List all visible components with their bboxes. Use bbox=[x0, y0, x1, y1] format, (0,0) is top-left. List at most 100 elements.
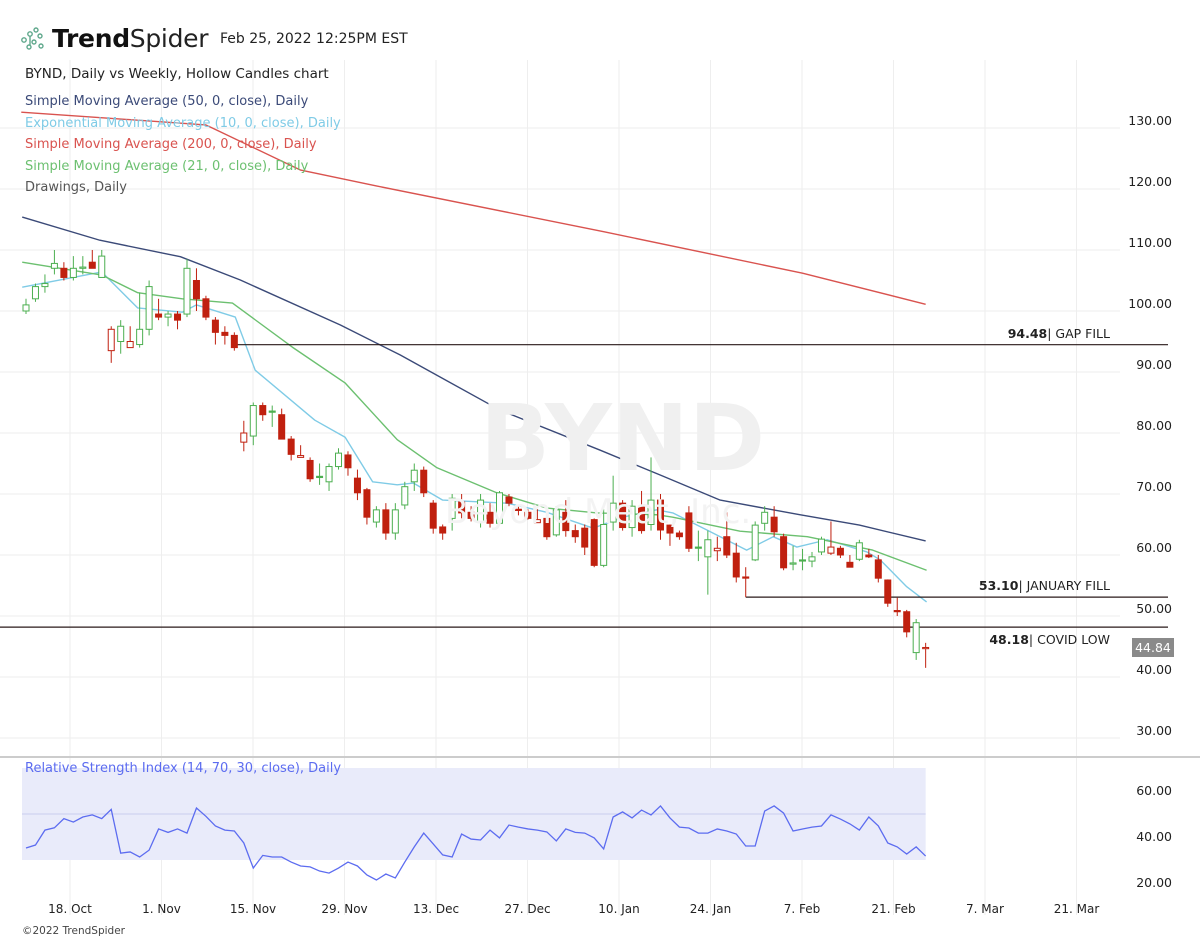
candle-body bbox=[287, 438, 295, 455]
candle-body bbox=[458, 501, 466, 514]
rsi-tick-label: 40.00 bbox=[1136, 829, 1172, 844]
candle-body bbox=[155, 313, 163, 318]
price-tick-label: 30.00 bbox=[1136, 723, 1172, 738]
candle-body bbox=[694, 546, 702, 549]
candle-body bbox=[136, 328, 144, 346]
last-price-tag: 44.84 bbox=[1132, 638, 1174, 657]
brand-bold: Trend bbox=[52, 24, 130, 53]
candle bbox=[467, 506, 475, 522]
candle bbox=[50, 250, 58, 275]
candle bbox=[817, 536, 825, 555]
date-tick-label: 7. Feb bbox=[784, 902, 821, 916]
candle-body bbox=[420, 469, 428, 494]
candle-body bbox=[467, 511, 475, 519]
candle-body bbox=[922, 646, 930, 650]
candle-body bbox=[723, 536, 731, 556]
candle bbox=[552, 506, 560, 537]
legend-sma21[interactable]: Simple Moving Average (21, 0, close), Da… bbox=[25, 159, 309, 174]
candle bbox=[202, 295, 210, 321]
date-tick-label: 27. Dec bbox=[504, 902, 550, 916]
candle-body bbox=[31, 286, 39, 300]
candle bbox=[372, 506, 380, 528]
price-tick-label: 130.00 bbox=[1128, 113, 1172, 128]
candle bbox=[713, 536, 721, 562]
candle-body bbox=[524, 511, 532, 519]
candle-body bbox=[69, 267, 77, 278]
timestamp: Feb 25, 2022 12:25PM EST bbox=[220, 31, 408, 47]
candle bbox=[827, 521, 835, 555]
candle bbox=[69, 256, 77, 281]
candle bbox=[647, 457, 655, 531]
legend-sma50[interactable]: Simple Moving Average (50, 0, close), Da… bbox=[25, 94, 309, 109]
level-label-january-fill: 53.10| JANUARY FILL bbox=[978, 578, 1110, 593]
candle bbox=[855, 539, 863, 562]
candle bbox=[666, 524, 674, 546]
candle bbox=[22, 298, 30, 315]
candle bbox=[297, 445, 305, 458]
spider-logo-icon bbox=[21, 26, 44, 50]
candle-body bbox=[742, 576, 750, 579]
candle bbox=[780, 533, 788, 571]
candle bbox=[126, 326, 134, 349]
candle-body bbox=[562, 511, 570, 532]
price-tick-label: 60.00 bbox=[1136, 540, 1172, 555]
candle-body bbox=[496, 492, 503, 524]
candle-body bbox=[249, 405, 257, 437]
candle-body bbox=[761, 511, 769, 524]
candle-body bbox=[638, 505, 646, 532]
candle bbox=[903, 609, 911, 638]
candle bbox=[183, 259, 191, 318]
price-tick-label: 120.00 bbox=[1128, 174, 1172, 189]
level-label-gap-fill: 94.48| GAP FILL bbox=[1007, 326, 1110, 341]
date-tick-label: 24. Jan bbox=[690, 902, 731, 916]
legend-sma200[interactable]: Simple Moving Average (200, 0, close), D… bbox=[25, 137, 317, 152]
candle-body bbox=[836, 547, 844, 556]
candle bbox=[221, 326, 229, 345]
candle bbox=[325, 463, 333, 491]
candle bbox=[306, 457, 314, 482]
candle bbox=[581, 524, 589, 555]
rsi-label[interactable]: Relative Strength Index (14, 70, 30, clo… bbox=[25, 761, 342, 776]
price-tick-label: 50.00 bbox=[1136, 601, 1172, 616]
candle-body bbox=[874, 559, 882, 579]
candle-body bbox=[278, 414, 286, 440]
candle bbox=[836, 545, 844, 559]
candle-body bbox=[666, 524, 674, 534]
candle-body bbox=[183, 267, 191, 315]
candle bbox=[344, 451, 352, 476]
date-tick-label: 21. Mar bbox=[1054, 902, 1100, 916]
candle-body bbox=[372, 509, 380, 523]
candle bbox=[628, 500, 636, 537]
candle bbox=[808, 551, 816, 568]
date-tick-label: 15. Nov bbox=[230, 902, 276, 916]
copyright: ©2022 TrendSpider bbox=[22, 925, 125, 937]
candle bbox=[410, 463, 418, 491]
legend-ema10[interactable]: Exponential Moving Average (10, 0, close… bbox=[25, 116, 341, 131]
candle bbox=[846, 555, 854, 568]
candle bbox=[799, 548, 807, 571]
candle-body bbox=[732, 552, 740, 578]
legend-drawings[interactable]: Drawings, Daily bbox=[25, 180, 127, 195]
candle-body bbox=[325, 466, 333, 483]
candle bbox=[420, 466, 428, 498]
candle-body bbox=[581, 527, 589, 548]
candle bbox=[922, 642, 930, 668]
candle bbox=[278, 408, 286, 440]
candle bbox=[751, 521, 759, 562]
candle-body bbox=[647, 499, 655, 526]
candle-body bbox=[514, 508, 522, 511]
candle bbox=[600, 509, 608, 568]
candle bbox=[79, 256, 87, 275]
price-tick-label: 110.00 bbox=[1128, 235, 1172, 250]
watermark-company: Beyond Meat, Inc. bbox=[445, 492, 752, 532]
candle bbox=[98, 250, 106, 278]
candle-body bbox=[439, 526, 447, 534]
watermark-symbol: BYND bbox=[480, 385, 766, 492]
ma-line-sma50 bbox=[22, 216, 926, 542]
date-tick-label: 10. Jan bbox=[598, 902, 639, 916]
candle-body bbox=[675, 532, 683, 538]
candle bbox=[174, 311, 182, 330]
candle-body bbox=[628, 505, 636, 529]
candle-body bbox=[202, 298, 210, 318]
